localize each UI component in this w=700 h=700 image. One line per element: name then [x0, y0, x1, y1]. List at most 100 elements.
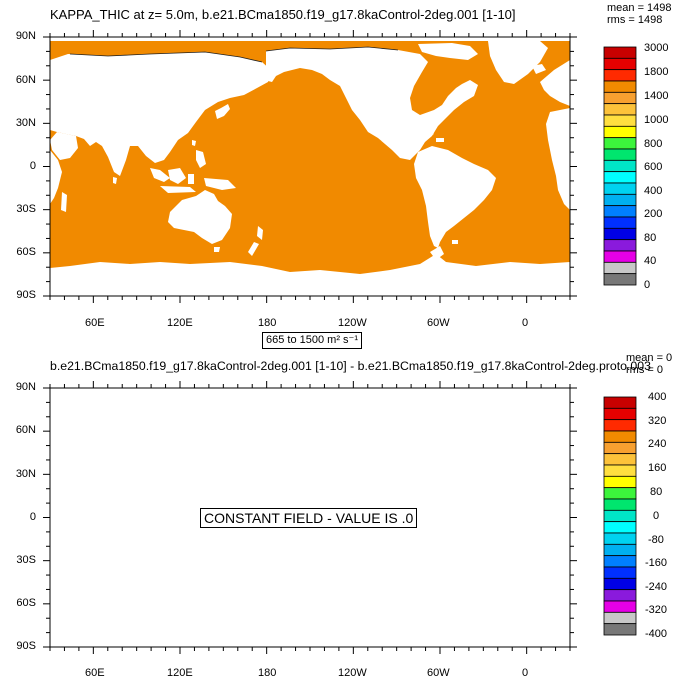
colorbar-swatch: [603, 577, 637, 591]
colorbar-swatch: [603, 205, 637, 218]
panel2-colorbar-label: 80: [650, 486, 663, 498]
panel1-map: [43, 30, 577, 303]
panel1-rms: rms = 1498: [607, 14, 663, 26]
colorbar-swatch: [603, 159, 637, 173]
colorbar-swatch: [603, 114, 637, 127]
panel1-land: [50, 37, 570, 296]
colorbar-swatch: [603, 396, 637, 409]
colorbar-swatch: [603, 46, 637, 59]
panel1-colorbar: [603, 46, 637, 286]
panel1-lat-label: 90S: [16, 289, 36, 301]
colorbar-swatch: [603, 623, 637, 636]
colorbar-swatch: [603, 137, 637, 150]
panel1-lon-label: 60E: [85, 317, 105, 329]
colorbar-swatch: [603, 555, 637, 568]
panel1-colorbar-label: 3000: [644, 42, 669, 54]
panel1-colorbar-label: 200: [644, 208, 663, 220]
panel1-colorbar-label: 800: [644, 138, 663, 150]
colorbar-swatch: [603, 80, 637, 93]
panel2-lat-label: 60S: [16, 597, 36, 609]
panel1-colorbar-label: 0: [644, 279, 651, 291]
panel2-colorbar-label: -240: [645, 581, 668, 593]
colorbar-swatch: [603, 69, 637, 82]
panel1-colorbar-label: 1400: [644, 90, 669, 102]
panel2-colorbar-label: -400: [645, 628, 668, 640]
colorbar-swatch: [603, 464, 637, 477]
panel1-lat-label: 90N: [15, 30, 36, 42]
panel1-colorbar-label: 600: [644, 161, 663, 173]
colorbar-swatch: [603, 407, 637, 421]
panel1-lon-label: 60W: [427, 317, 450, 329]
panel1-lon-label: 120E: [167, 317, 193, 329]
colorbar-swatch: [603, 611, 637, 625]
panel2-lon-label: 60E: [85, 667, 105, 679]
panel2-lon-label: 120W: [338, 667, 367, 679]
colorbar-swatch: [603, 600, 637, 613]
panel2-colorbar-label: 400: [648, 391, 667, 403]
panel2-lat-label: 30N: [15, 468, 36, 480]
panel1-lon-label: 180: [258, 317, 277, 329]
colorbar-swatch: [603, 239, 637, 252]
panel2-lat-label: 90S: [16, 640, 36, 652]
panel1-title: KAPPA_THIC at z= 5.0m, b.e21.BCma1850.f1…: [50, 7, 516, 22]
panel1-colorbar-label: 80: [644, 232, 657, 244]
panel2-colorbar-label: 320: [648, 415, 667, 427]
panel1-coastline: [69, 46, 399, 63]
colorbar-swatch: [603, 441, 637, 455]
panel1-lat-label: 0: [29, 160, 36, 172]
panel2-lon-label: 60W: [427, 667, 450, 679]
colorbar-swatch: [603, 475, 637, 489]
colorbar-swatch: [603, 261, 637, 275]
panel1-colorbar-label: 1000: [644, 114, 669, 126]
panel1-lon-label: 0: [522, 317, 529, 329]
panel1-colorbar-label: 40: [644, 255, 657, 267]
panel2-colorbar-label: 160: [648, 462, 667, 474]
colorbar-swatch: [603, 193, 637, 207]
colorbar-swatch: [603, 509, 637, 523]
panel1-colorbar-label: 400: [644, 185, 663, 197]
panel2-colorbar-label: -320: [645, 604, 668, 616]
colorbar-swatch: [603, 125, 637, 139]
panel2-lon-label: 0: [522, 667, 529, 679]
colorbar-swatch: [603, 182, 637, 195]
panel1-lat-label: 30S: [16, 203, 36, 215]
panel2-lon-label: 180: [258, 667, 277, 679]
panel1-mean: mean = 1498: [607, 2, 672, 14]
colorbar-swatch: [603, 103, 637, 116]
colorbar-swatch: [603, 543, 637, 557]
colorbar-swatch: [603, 566, 637, 579]
colorbar-swatch: [603, 273, 637, 286]
panel2-title: b.e21.BCma1850.f19_g17.8kaControl-2deg.0…: [50, 359, 651, 373]
panel2-lat-label: 0: [29, 511, 36, 523]
colorbar-swatch: [603, 487, 637, 500]
panel1-ticks: [43, 30, 577, 303]
colorbar-swatch: [603, 453, 637, 466]
panel2-colorbar-label: 240: [648, 438, 667, 450]
panel2-constant-field-message: CONSTANT FIELD - VALUE IS .0: [200, 508, 418, 528]
colorbar-swatch: [603, 57, 637, 71]
panel1-lat-label: 60N: [15, 74, 36, 86]
colorbar-swatch: [603, 532, 637, 545]
panel2-rms: rms = 0: [626, 364, 663, 376]
colorbar-swatch: [603, 171, 637, 184]
panel2-ticks: [43, 381, 577, 654]
colorbar-swatch: [603, 521, 637, 534]
colorbar-swatch: [603, 227, 637, 241]
panel2-colorbar-label: -80: [648, 534, 664, 546]
panel2-lat-label: 90N: [15, 381, 36, 393]
colorbar-swatch: [603, 589, 637, 602]
colorbar-swatch: [603, 419, 637, 432]
colorbar-swatch: [603, 250, 637, 263]
panel2-mean: mean = 0: [626, 352, 673, 364]
panel1-lon-label: 120W: [338, 317, 367, 329]
panel1-colorbar-label: 1800: [644, 66, 669, 78]
colorbar-swatch: [603, 498, 637, 511]
panel2-colorbar: [603, 396, 637, 636]
colorbar-swatch: [603, 148, 637, 161]
panel2-lon-label: 120E: [167, 667, 193, 679]
panel1-lat-label: 30N: [15, 117, 36, 129]
panel2-lat-label: 60N: [15, 424, 36, 436]
colorbar-swatch: [603, 216, 637, 229]
panel2-lat-label: 30S: [16, 554, 36, 566]
